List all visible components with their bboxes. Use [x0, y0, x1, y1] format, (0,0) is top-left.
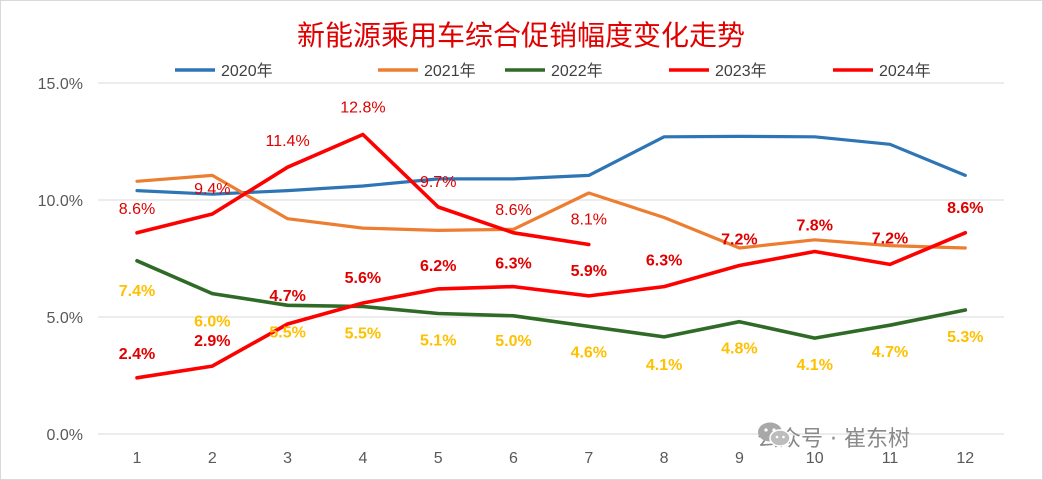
data-label: 4.7% — [269, 288, 305, 305]
series-line — [135, 134, 967, 196]
series-line — [135, 231, 968, 380]
data-label: 4.7% — [872, 344, 908, 361]
legend-label: 2024年 — [879, 62, 931, 80]
series-line — [135, 259, 968, 340]
data-label: 4.6% — [571, 344, 607, 361]
legend-label: 2022年 — [551, 62, 603, 80]
series-line — [135, 173, 967, 250]
y-tick-label: 10.0% — [38, 193, 83, 210]
data-label: 9.4% — [194, 181, 230, 198]
x-tick-label: 6 — [509, 450, 518, 467]
x-tick-label: 3 — [283, 450, 292, 467]
data-label: 5.5% — [269, 324, 305, 341]
data-label: 5.6% — [345, 270, 381, 287]
x-tick-label: 9 — [735, 450, 744, 467]
x-tick-label: 5 — [434, 450, 443, 467]
x-tick-label: 1 — [133, 450, 142, 467]
data-label: 6.0% — [194, 314, 230, 331]
data-label: 7.2% — [721, 232, 757, 249]
data-label: 9.7% — [420, 174, 456, 191]
x-tick-label: 2 — [208, 450, 217, 467]
data-label: 4.8% — [721, 341, 757, 358]
data-label: 6.2% — [420, 258, 456, 275]
data-label: 8.6% — [119, 201, 155, 218]
data-label: 8.6% — [495, 202, 531, 219]
data-label: 5.5% — [345, 325, 381, 342]
legend-label: 2021年 — [424, 62, 476, 80]
data-label: 2.4% — [119, 346, 155, 363]
x-tick-label: 4 — [358, 450, 367, 467]
data-label: 5.9% — [571, 263, 607, 280]
legend-label: 2023年 — [715, 62, 767, 80]
data-label: 6.3% — [495, 256, 531, 273]
x-tick-label: 7 — [584, 450, 593, 467]
x-tick-label: 10 — [806, 450, 824, 467]
chart-title: 新能源乘用车综合促销幅度变化走势 — [297, 20, 745, 51]
y-tick-label: 5.0% — [47, 310, 83, 327]
data-label: 2.9% — [194, 333, 230, 350]
x-tick-label: 12 — [956, 450, 974, 467]
data-label: 7.2% — [872, 230, 908, 247]
data-label: 8.6% — [947, 200, 983, 217]
data-label: 4.1% — [796, 357, 832, 374]
legend-label: 2020年 — [221, 62, 273, 80]
wechat-icon — [758, 422, 791, 447]
data-label: 5.0% — [495, 333, 531, 350]
data-label: 5.1% — [420, 332, 456, 349]
data-label: 7.4% — [119, 283, 155, 300]
watermark: 公众号 · 崔东树 — [757, 421, 910, 453]
data-label: 12.8% — [340, 99, 385, 116]
data-label: 8.1% — [571, 211, 607, 228]
data-label: 6.3% — [646, 253, 682, 270]
data-label: 5.3% — [947, 329, 983, 346]
x-tick-label: 8 — [660, 450, 669, 467]
series-line — [135, 132, 591, 247]
x-tick-label: 11 — [882, 450, 899, 467]
data-label: 11.4% — [266, 133, 310, 150]
data-label: 4.1% — [646, 357, 682, 374]
y-tick-label: 15.0% — [38, 76, 83, 93]
data-label: 7.8% — [796, 217, 832, 234]
y-tick-label: 0.0% — [47, 427, 83, 444]
